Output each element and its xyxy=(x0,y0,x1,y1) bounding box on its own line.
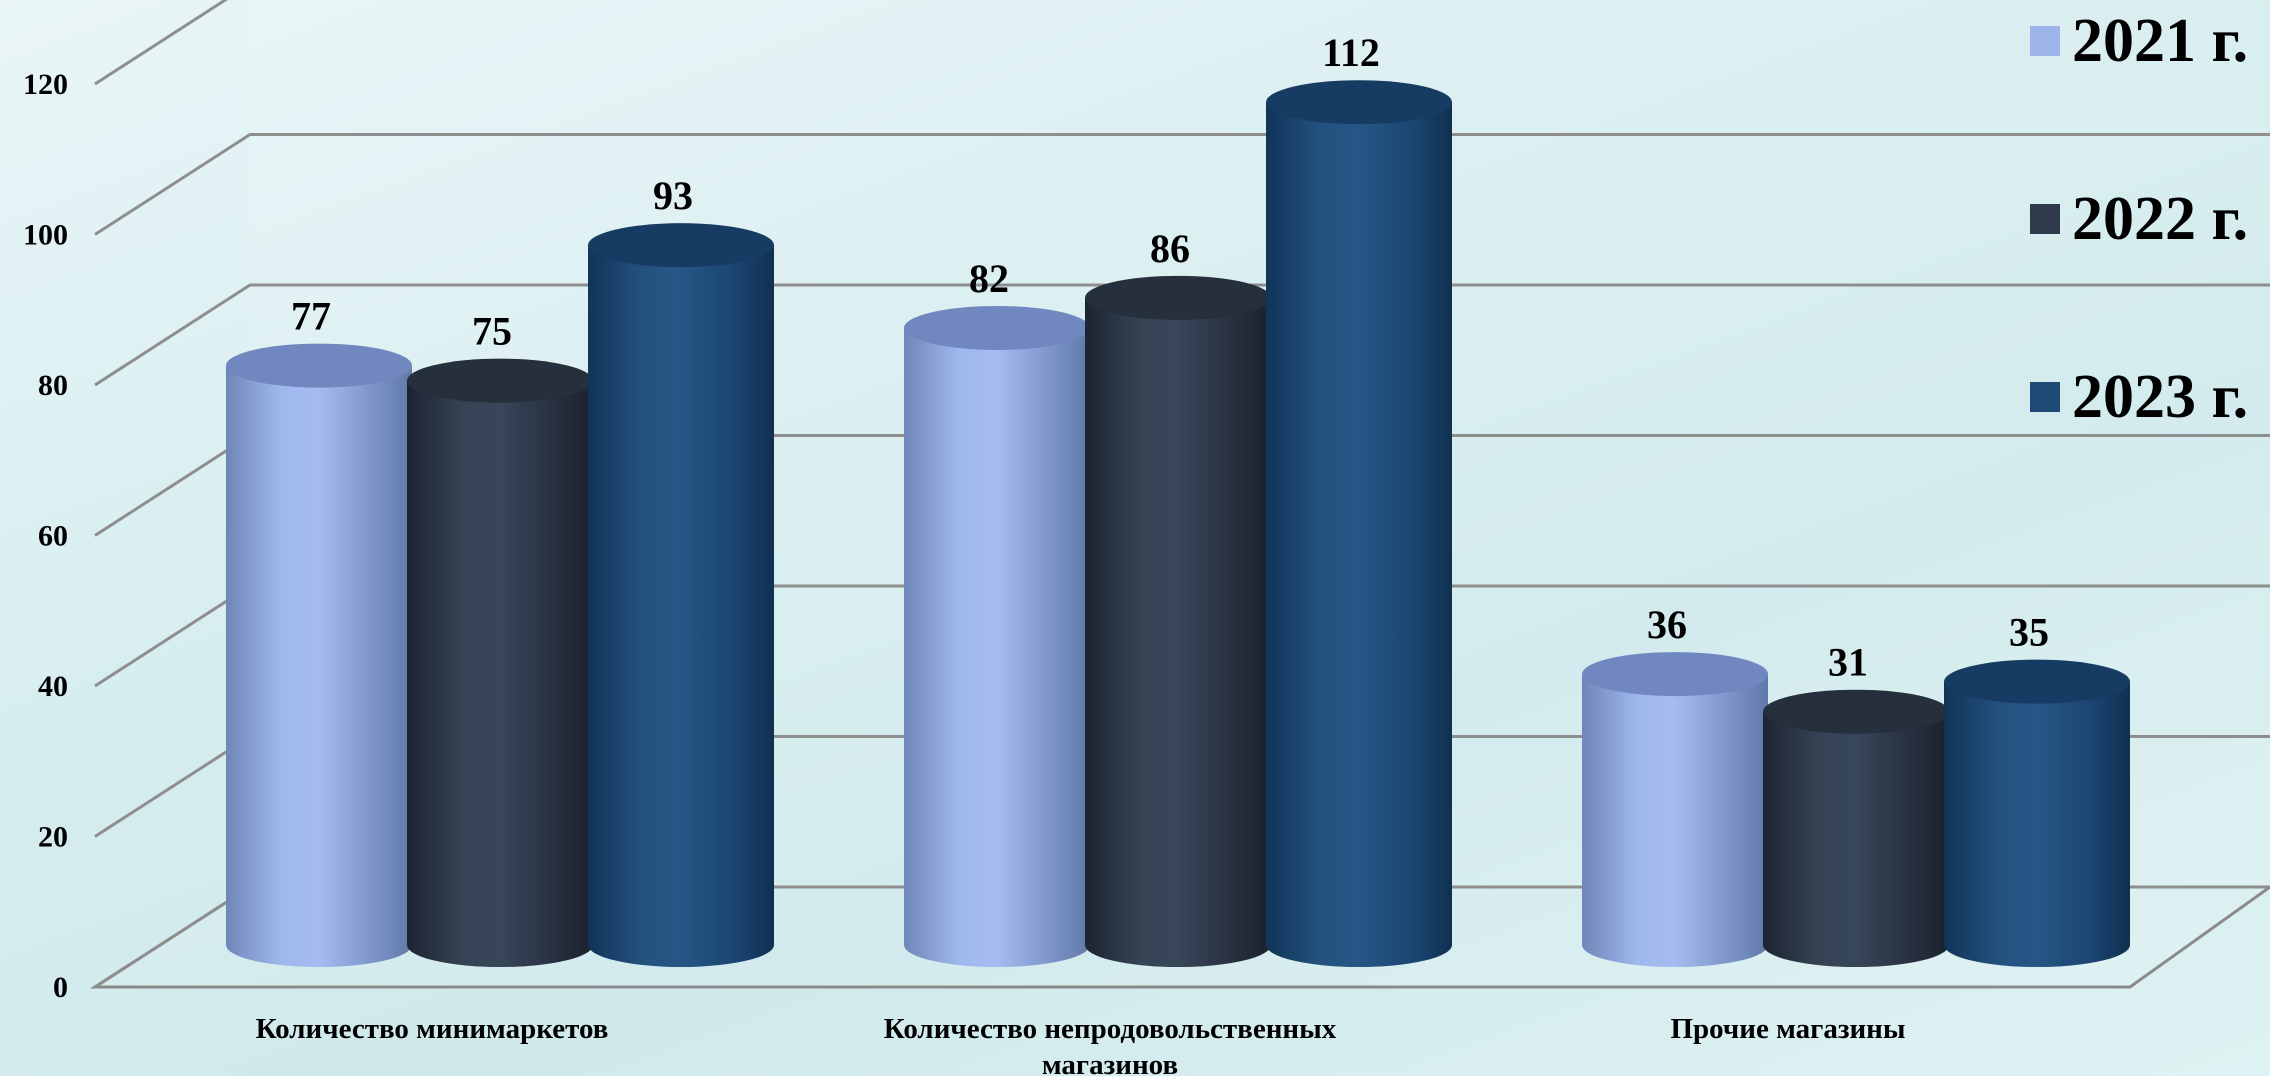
bar-body xyxy=(226,365,412,967)
bar-body xyxy=(1944,681,2130,967)
y-tick-label-100: 100 xyxy=(23,219,68,252)
legend-item-2023: 2023 г. xyxy=(2030,366,2248,428)
data-label-2021-2: 36 xyxy=(1647,602,1687,647)
bar-2021-2 xyxy=(1582,652,1768,967)
bar-2023-1 xyxy=(1266,80,1452,967)
category-label-1: Количество непродовольственных магазинов xyxy=(884,1013,1337,1076)
bar-2021-1 xyxy=(904,305,1090,967)
y-axis: 0 20 40 60 80 100 120 xyxy=(23,68,68,1004)
data-label-2023-1: 112 xyxy=(1322,30,1380,75)
bar-2021-0 xyxy=(226,343,412,967)
bar-top xyxy=(588,223,774,268)
bar-top xyxy=(1763,689,1949,734)
legend-item-2022: 2022 г. xyxy=(2030,188,2248,250)
legend-swatch-2022 xyxy=(2030,204,2060,234)
gridline-100 xyxy=(94,133,2270,236)
bar-top xyxy=(904,305,1090,350)
bar-body xyxy=(904,327,1090,967)
category-label-2: Прочие магазины xyxy=(1670,1013,1905,1045)
bar-top xyxy=(407,358,593,403)
bar-body xyxy=(1266,102,1452,967)
bar-body xyxy=(1763,711,1949,967)
y-tick-label-20: 20 xyxy=(38,821,68,854)
legend-label-2021: 2021 г. xyxy=(2072,7,2249,75)
data-label-2022-2: 31 xyxy=(1828,640,1868,685)
legend-swatch-2023 xyxy=(2030,382,2060,412)
bar-top xyxy=(1266,80,1452,125)
gridline-120 xyxy=(94,0,228,86)
bar-top xyxy=(1085,275,1271,320)
bar-top xyxy=(226,343,412,388)
data-label-2023-2: 35 xyxy=(2009,610,2049,655)
data-label-2021-1: 82 xyxy=(969,256,1009,301)
legend-swatch-2021 xyxy=(2030,26,2060,56)
x-axis: Количество минимаркетов Количество непрод… xyxy=(256,1013,1906,1076)
data-labels: 77 75 93 82 86 112 36 31 35 xyxy=(291,30,2049,685)
bar-2023-0 xyxy=(588,223,774,967)
data-label-2023-0: 93 xyxy=(653,173,693,218)
data-label-2022-1: 86 xyxy=(1150,226,1190,271)
legend-label-2023: 2023 г. xyxy=(2072,363,2249,431)
bar-top xyxy=(1582,652,1768,697)
y-tick-label-120: 120 xyxy=(23,68,68,101)
bar-body xyxy=(407,380,593,967)
y-tick-label-40: 40 xyxy=(38,670,68,703)
data-label-2021-0: 77 xyxy=(291,294,331,339)
bar-body xyxy=(1582,674,1768,967)
bar-2022-1 xyxy=(1085,275,1271,968)
y-tick-label-0: 0 xyxy=(53,971,68,1004)
y-tick-label-60: 60 xyxy=(38,520,68,553)
bar-2022-2 xyxy=(1763,689,1949,967)
bars xyxy=(226,80,2130,968)
bar-2023-2 xyxy=(1944,659,2130,967)
bar-top xyxy=(1944,659,2130,704)
category-label-0: Количество минимаркетов xyxy=(256,1013,609,1045)
bar-body xyxy=(1085,297,1271,968)
gridline-80 xyxy=(94,283,2270,387)
bar-2022-0 xyxy=(407,358,593,967)
y-tick-label-80: 80 xyxy=(38,369,68,402)
legend-label-2022: 2022 г. xyxy=(2072,185,2249,253)
data-label-2022-0: 75 xyxy=(472,309,512,354)
legend-item-2021: 2021 г. xyxy=(2030,10,2248,72)
bar-body xyxy=(588,245,774,967)
